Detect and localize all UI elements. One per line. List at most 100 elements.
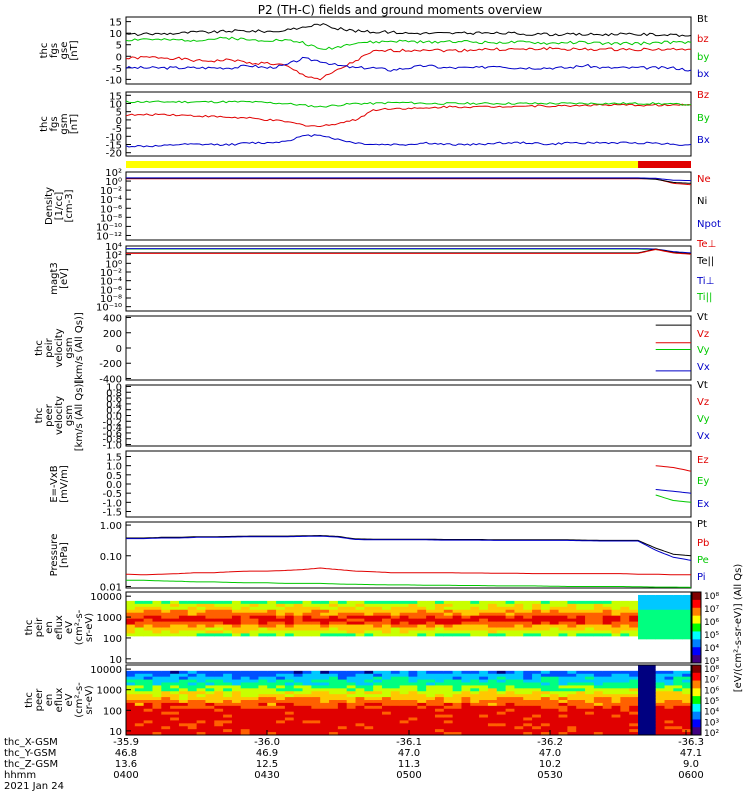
- spectrogram-cell: [161, 665, 171, 669]
- series-bx: [125, 134, 692, 148]
- spectrogram-cell: [638, 717, 648, 721]
- colorbar-swatch: [692, 727, 701, 736]
- spectrogram-cell: [152, 615, 162, 620]
- spectrogram-cell: [355, 697, 365, 701]
- spectrogram-cell: [231, 726, 242, 730]
- spectrogram-cell: [523, 679, 533, 683]
- x-axis-labels: thc_X-GSM -35.9 -36.0 -36.1 -36.2 -36.3thc_Y-…: [4, 730, 704, 792]
- spectrogram-cell: [134, 592, 145, 596]
- spectrogram-cell: [329, 660, 339, 664]
- spectrogram-cell: [258, 711, 268, 716]
- spectrogram-cell: [646, 720, 657, 724]
- spectrogram-cell: [487, 700, 498, 704]
- spectrogram-cell: [434, 670, 445, 675]
- spectrogram-cell: [452, 639, 462, 643]
- spectrogram-cell: [329, 729, 339, 733]
- legend-entry: Vt: [697, 380, 708, 391]
- spectrogram-cell: [161, 654, 171, 658]
- spectrogram-cell: [479, 618, 489, 623]
- spectrogram-cell: [143, 636, 153, 640]
- y-tick-label: 200: [103, 329, 122, 340]
- spectrogram-cell: [655, 711, 666, 716]
- spectrogram-cell: [390, 691, 401, 695]
- spectrogram-cell: [576, 697, 586, 701]
- spectrogram-cell: [126, 726, 136, 730]
- spectrogram-cell: [461, 654, 471, 658]
- spectrogram-cell: [655, 594, 666, 599]
- spectrogram-cell: [399, 612, 409, 617]
- spectrogram-cell: [576, 717, 586, 721]
- spectrogram-cell: [320, 618, 330, 623]
- spectrogram-cell: [505, 660, 515, 664]
- spectrogram-cell: [540, 697, 551, 701]
- spectrogram-cell: [249, 711, 259, 716]
- spectrogram-cell: [426, 597, 436, 602]
- spectrogram-cell: [364, 654, 374, 658]
- spectrogram-cell: [302, 600, 312, 605]
- spectrogram-cell: [461, 636, 471, 640]
- spectrogram-cell: [417, 594, 427, 599]
- spectrogram-cell: [399, 603, 409, 608]
- spectrogram-cell: [276, 618, 286, 623]
- y-tick-label: -0.5: [102, 489, 122, 500]
- spectrogram-cell: [567, 645, 577, 649]
- spectrogram-cell: [214, 691, 224, 695]
- colorbar-swatch: [692, 623, 701, 632]
- spectrogram-cell: [240, 720, 251, 724]
- spectrogram-cell: [126, 679, 136, 683]
- spectrogram-cell: [223, 705, 233, 710]
- spectrogram-cell: [196, 676, 206, 681]
- spectrogram-cell: [664, 670, 674, 675]
- spectrogram-cell: [399, 685, 409, 689]
- spectrogram-cell: [126, 639, 136, 643]
- spectrogram-cell: [540, 621, 551, 626]
- spectrogram-cell: [496, 612, 507, 617]
- spectrogram-cell: [479, 732, 489, 736]
- spectrogram-cell: [470, 667, 480, 672]
- spectrogram-cell: [311, 676, 321, 681]
- spectrogram-cell: [329, 636, 339, 640]
- spectrogram-cell: [311, 714, 321, 718]
- spectrogram-cell: [170, 615, 180, 620]
- spectrogram-cell: [170, 714, 180, 718]
- spectrogram-cell: [284, 621, 295, 626]
- spectrogram-cell: [249, 660, 259, 664]
- spectrogram-cell: [399, 700, 409, 704]
- spectrogram-cell: [284, 717, 295, 721]
- spectrogram-cell: [434, 673, 445, 678]
- spectrogram-cell: [302, 679, 312, 683]
- spectrogram: [126, 592, 692, 664]
- spectrogram-cell: [346, 726, 357, 730]
- spectrogram-cell: [655, 726, 666, 730]
- spectrogram-cell: [178, 676, 189, 681]
- spectrogram-cell: [558, 660, 568, 664]
- spectrogram-cell: [258, 682, 268, 686]
- spectrogram-cell: [320, 702, 330, 707]
- spectrogram-cell: [434, 691, 445, 695]
- spectrogram-cell: [152, 697, 162, 701]
- spectrogram-cell: [558, 688, 568, 692]
- spectrogram-cell: [673, 729, 683, 733]
- spectrogram-cell: [567, 594, 577, 599]
- spectrogram-cell: [214, 673, 224, 678]
- spectrogram-cell: [646, 654, 657, 658]
- spectrogram-cell: [399, 702, 409, 707]
- spectrogram-cell: [126, 612, 136, 617]
- spectrogram-cell: [408, 594, 418, 599]
- spectrogram-cell: [593, 651, 604, 655]
- x-tick-label: 12.5: [256, 759, 278, 770]
- y-tick-label: -0.6: [102, 429, 122, 440]
- spectrogram-cell: [496, 645, 507, 649]
- spectrogram-cell: [152, 714, 162, 718]
- spectrogram-cell: [576, 642, 586, 646]
- spectrogram-cell: [620, 633, 630, 637]
- y-axis-label: magt3: [49, 262, 60, 295]
- spectrogram-cell: [311, 673, 321, 678]
- spectrogram-cell: [355, 645, 365, 649]
- spectrogram-cell: [682, 708, 692, 713]
- spectrogram-cell: [382, 603, 392, 608]
- spectrogram-cell: [673, 654, 683, 658]
- spectrogram-cell: [170, 697, 180, 701]
- spectrogram-cell: [638, 685, 648, 689]
